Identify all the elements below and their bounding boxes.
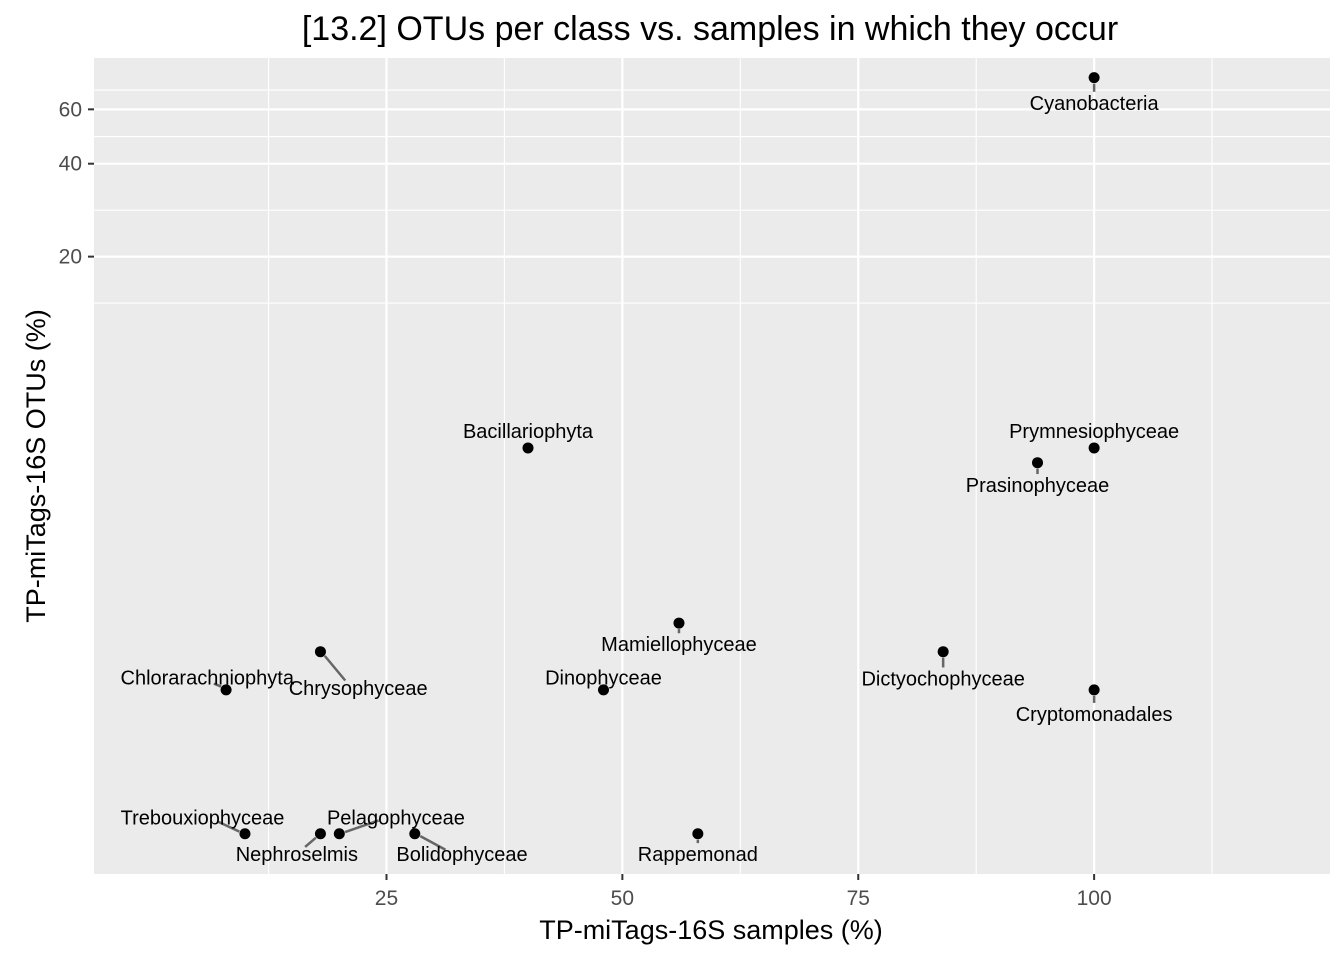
point-label: Prymnesiophyceae (1009, 421, 1179, 443)
x-tick-label: 75 (847, 887, 870, 910)
label-segment (323, 655, 347, 682)
grid-minor (94, 58, 1330, 874)
data-point (522, 442, 534, 454)
point-label: Pelagophyceae (327, 807, 465, 829)
label-segment (304, 836, 317, 848)
point-label: Trebouxiophyceae (121, 807, 285, 829)
point-label: Chlorarachniophyta (121, 668, 295, 690)
data-point (673, 617, 685, 629)
data-point (314, 828, 326, 840)
data-point (333, 828, 345, 840)
x-tick-label: 50 (611, 887, 634, 910)
x-axis-ticks: 25 50 75 100 (375, 874, 1112, 910)
data-point (1088, 684, 1100, 696)
point-labels: Cyanobacteria Bacillariophyta Prymnesiophy… (121, 93, 1180, 866)
y-tick-label: 40 (59, 153, 82, 176)
data-point (692, 828, 704, 840)
point-label: Rappemonad (638, 844, 758, 866)
chart-title: [13.2] OTUs per class vs. samples in whi… (302, 10, 1118, 48)
label-segment (344, 819, 380, 834)
point-label: Nephroselmis (236, 844, 358, 866)
data-point (239, 828, 251, 840)
point-label: Chrysophyceae (289, 678, 428, 700)
point-label: Cyanobacteria (1030, 93, 1160, 115)
x-axis-title: TP-miTags-16S samples (%) (539, 915, 883, 945)
y-tick-label: 20 (59, 246, 82, 269)
point-label: Cryptomonadales (1016, 704, 1173, 726)
x-tick-label: 100 (1077, 887, 1112, 910)
data-point (937, 646, 949, 658)
x-tick-label: 25 (375, 887, 398, 910)
data-point (220, 684, 232, 696)
y-axis-title: TP-miTags-16S OTUs (%) (21, 309, 51, 623)
y-tick-label: 60 (59, 98, 82, 121)
data-point (409, 828, 421, 840)
grid-major (94, 58, 1330, 874)
point-label: Prasinophyceae (966, 475, 1109, 497)
point-label: Mamiellophyceae (601, 634, 757, 656)
plot-panel (94, 58, 1330, 874)
data-points (220, 72, 1100, 840)
label-segment (213, 682, 222, 688)
y-axis-ticks: 20 40 60 (59, 98, 94, 269)
label-segment (419, 835, 447, 851)
data-point (597, 684, 609, 696)
point-label: Dictyochophyceae (861, 668, 1024, 690)
point-label: Bacillariophyta (463, 421, 594, 443)
point-label: Bolidophyceae (396, 844, 527, 866)
data-point (1088, 72, 1100, 84)
label-segments (213, 83, 1096, 851)
point-label: Dinophyceae (545, 668, 662, 690)
data-point (1088, 442, 1100, 454)
data-point (314, 646, 326, 658)
data-point (1032, 457, 1044, 469)
label-segment (216, 820, 240, 833)
